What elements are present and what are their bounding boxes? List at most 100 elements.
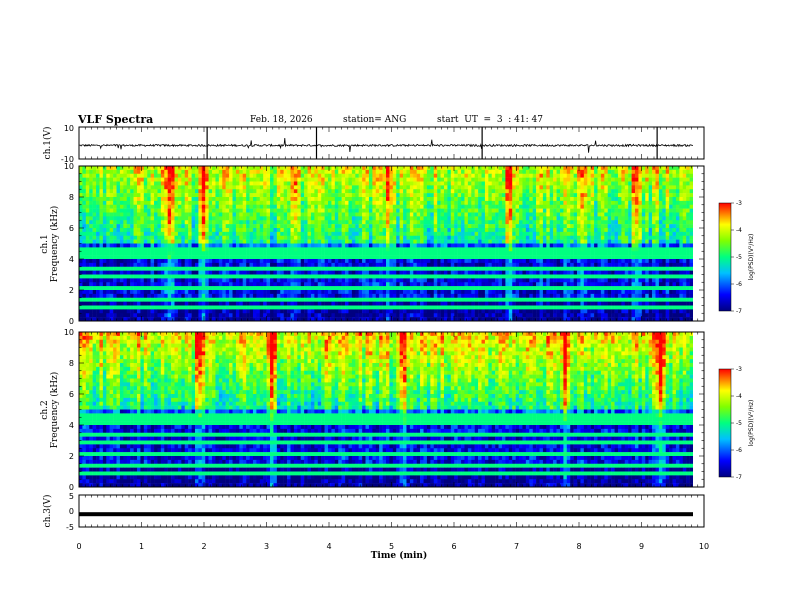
spectrogram-cell — [542, 251, 547, 256]
spectrogram-cell — [235, 247, 240, 252]
spectrogram-cell — [307, 247, 312, 252]
spectrogram-cell — [566, 189, 571, 194]
spectrogram-cell — [474, 185, 479, 190]
spectrogram-cell — [679, 216, 684, 221]
spectrogram-cell — [345, 235, 349, 240]
spectrogram-cell — [638, 231, 643, 237]
spectrogram-cell — [160, 181, 165, 186]
spectrogram-cell — [501, 173, 506, 178]
spectrogram-cell — [150, 181, 155, 186]
spectrogram-cell — [365, 197, 370, 202]
spectrogram-cell — [505, 197, 510, 202]
spectrogram-cell — [198, 259, 203, 264]
spectrogram-cell — [440, 224, 445, 229]
spectrogram-cell — [556, 185, 561, 190]
spectrogram-cell — [310, 239, 315, 244]
spectrogram-cell — [314, 243, 319, 248]
spectrogram-cell — [525, 169, 530, 175]
spectrogram-cell — [351, 239, 356, 244]
spectrogram-cell — [96, 235, 100, 240]
spectrogram-cell — [79, 208, 83, 213]
spectrogram-cell — [355, 255, 359, 260]
spectrogram-cell — [229, 208, 233, 213]
spectrogram-cell — [658, 169, 663, 175]
spectrogram-cell — [604, 173, 608, 178]
spectrogram-cell — [386, 208, 390, 213]
spectrogram-cell — [553, 239, 557, 244]
spectrogram-cell — [594, 166, 598, 171]
spectrogram-cell — [590, 251, 595, 256]
spectrogram-cell — [600, 181, 605, 186]
spectrogram-cell — [177, 208, 182, 213]
spectrogram-cell — [225, 200, 230, 206]
spectrogram-cell — [481, 235, 486, 240]
spectrogram-cell — [293, 185, 298, 190]
spectrogram-cell — [689, 255, 694, 260]
spectrogram-cell — [604, 216, 608, 221]
spectrogram-cell — [109, 266, 114, 271]
spectrogram-cell — [307, 169, 312, 175]
spectrogram-cell — [287, 169, 291, 175]
spectrogram-cell — [283, 228, 288, 233]
spectrogram-cell — [293, 231, 298, 237]
spectrogram-cell — [321, 243, 325, 248]
spectrogram-cell — [126, 169, 131, 175]
spectrogram-cell — [218, 228, 223, 233]
spectrogram-cell — [604, 220, 608, 225]
spectrogram-cell — [372, 243, 377, 248]
spectrogram-cell — [553, 255, 557, 260]
spectrogram-cell — [409, 224, 414, 229]
spectrogram-cell — [92, 185, 97, 190]
spectrogram-cell — [334, 235, 339, 240]
spectrogram-cell — [474, 200, 479, 206]
spectrogram-cell — [171, 216, 175, 221]
spectrogram-cell — [406, 255, 411, 260]
spectrogram-cell — [157, 243, 162, 248]
spectrogram-cell — [508, 197, 513, 202]
spectrogram-cell — [126, 216, 131, 221]
spectrogram-cell — [675, 166, 680, 171]
spectrogram-cell — [368, 181, 373, 186]
spectrogram-cell — [559, 259, 564, 264]
spectrogram-cell — [495, 204, 499, 209]
spectrogram-cell — [430, 247, 434, 252]
spectrogram-cell — [106, 166, 110, 171]
spectrogram-cell — [450, 262, 455, 268]
spectrogram-cell — [368, 231, 373, 237]
spectrogram-cell — [484, 247, 489, 252]
spectrogram-cell — [409, 169, 414, 175]
spectrogram-cell — [242, 197, 247, 202]
spectrogram-cell — [263, 262, 267, 268]
spectrogram-cell — [181, 243, 185, 248]
spectrogram-cell — [597, 228, 602, 233]
spectrogram-cell — [433, 235, 438, 240]
spectrogram-cell — [140, 255, 145, 260]
spectrogram-cell — [85, 185, 90, 190]
spectrogram-cell — [198, 251, 203, 256]
spectrogram-cell — [212, 231, 216, 237]
spectrogram-cell — [232, 239, 237, 244]
spectrogram-cell — [372, 166, 377, 171]
spectrogram-cell — [109, 212, 114, 217]
spectrogram-cell — [532, 166, 537, 171]
spectrogram-cell — [464, 189, 469, 194]
spectrogram-cell — [375, 259, 380, 264]
spectrogram-cell — [563, 208, 568, 213]
spectrogram-cell — [331, 166, 336, 171]
spectrogram-cell — [249, 266, 254, 271]
spectrogram-cell — [184, 212, 189, 217]
spectrogram-cell — [194, 166, 199, 171]
spectrogram-cell — [399, 262, 404, 268]
spectrogram-cell — [580, 197, 585, 202]
spectrogram-cell — [413, 231, 417, 237]
spectrogram-cell — [198, 169, 203, 175]
spectrogram-cell — [355, 231, 359, 237]
spectrogram-cell — [123, 224, 127, 229]
spectrogram-cell — [577, 228, 581, 233]
spectrogram-cell — [607, 228, 612, 233]
spectrogram-cell — [638, 181, 643, 186]
spectrogram-cell — [382, 181, 387, 186]
spectrogram-cell — [222, 204, 226, 209]
spectrogram-cell — [106, 204, 110, 209]
spectrogram-cell — [467, 216, 472, 221]
